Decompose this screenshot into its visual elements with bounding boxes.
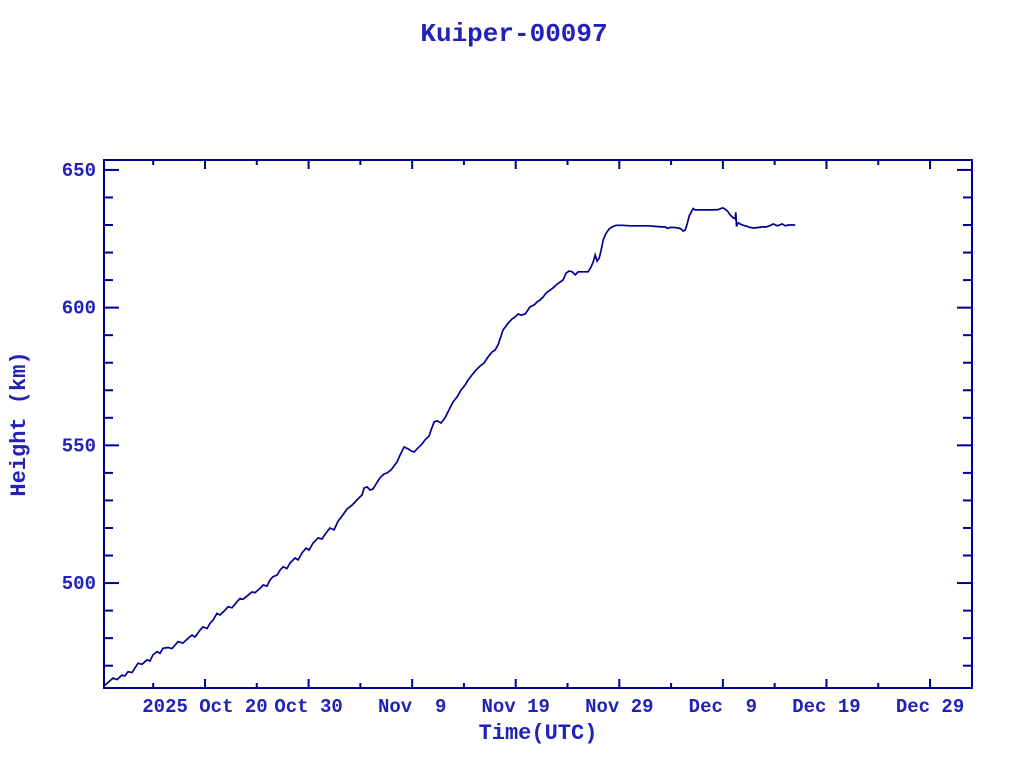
plot-frame (103, 159, 973, 689)
y-tick-label: 550 (62, 435, 96, 457)
x-tick-label: Nov 29 (585, 696, 653, 718)
x-tick-label: Dec 9 (689, 696, 757, 718)
x-axis-title: Time(UTC) (479, 721, 598, 746)
y-axis-title: Height (km) (7, 351, 32, 496)
y-tick-label: 500 (62, 573, 96, 595)
chart-title: Kuiper-00097 (420, 19, 607, 49)
height-series-line (102, 206, 796, 688)
axis-tick-labels: 2025 Oct 20 Oct 30 Nov 9 Nov 19 Nov 29 Dec 9 D… (62, 160, 964, 718)
axis-ticks (104, 160, 972, 688)
y-tick-label: 650 (62, 160, 96, 182)
x-tick-label: Dec 29 (896, 696, 964, 718)
x-tick-label: Nov 9 (378, 696, 446, 718)
x-tick-label: 2025 Oct 20 (142, 696, 267, 718)
x-tick-label: Nov 19 (482, 696, 550, 718)
x-tick-label: Dec 19 (792, 696, 860, 718)
y-tick-label: 600 (62, 298, 96, 320)
x-tick-label: Oct 30 (274, 696, 342, 718)
